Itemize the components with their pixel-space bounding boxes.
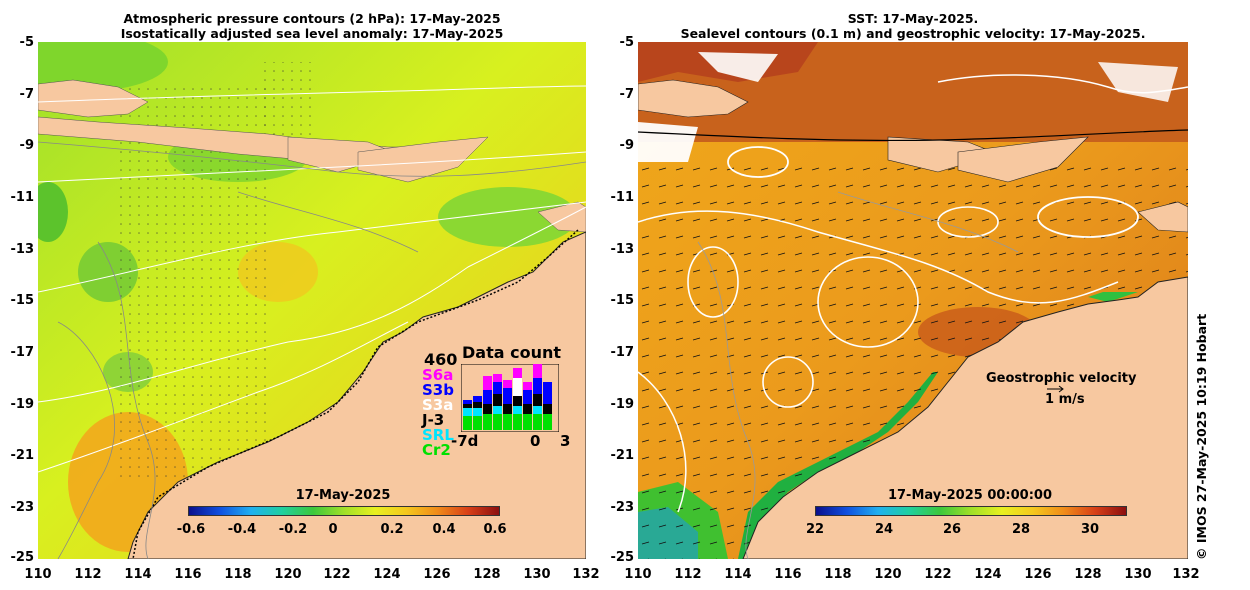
y-tick: -15 bbox=[610, 293, 635, 308]
right-colorbar-tick: 26 bbox=[942, 522, 962, 537]
y-tick: -9 bbox=[19, 138, 34, 153]
data-count-bars bbox=[461, 364, 559, 432]
y-tick: -25 bbox=[10, 550, 35, 565]
left-title-line2: Isostatically adjusted sea level anomaly… bbox=[120, 26, 504, 41]
right-colorbar-gradient bbox=[815, 506, 1127, 516]
x-tick: 110 bbox=[624, 567, 652, 582]
x-tick: 128 bbox=[473, 567, 501, 582]
x-tick: 116 bbox=[174, 567, 202, 582]
left-colorbar-tick: 0.2 bbox=[380, 522, 404, 537]
y-tick: -19 bbox=[10, 397, 35, 412]
x-tick: 114 bbox=[124, 567, 152, 582]
x-tick: 118 bbox=[824, 567, 852, 582]
credit-text: © IMOS 27-May-2025 10:19 Hobart bbox=[1194, 313, 1209, 560]
x-tick: 110 bbox=[24, 567, 52, 582]
left-colorbar-tick: -0.2 bbox=[278, 522, 308, 537]
x-tick: 114 bbox=[724, 567, 752, 582]
sst-map bbox=[638, 42, 1188, 559]
y-tick: -25 bbox=[610, 550, 635, 565]
left-colorbar-title: 17-May-2025 bbox=[295, 488, 391, 503]
data-count-xlabel-zero: 0 bbox=[530, 432, 541, 450]
data-count-xlabel-end: 3 bbox=[560, 432, 571, 450]
y-tick: -9 bbox=[619, 138, 634, 153]
y-tick: -21 bbox=[610, 448, 635, 463]
left-colorbar-tick: -0.4 bbox=[227, 522, 257, 537]
data-count-max: 460 bbox=[424, 350, 458, 369]
right-title-line2: Sealevel contours (0.1 m) and geostrophi… bbox=[680, 26, 1146, 41]
velocity-legend-scale: 1 m/s bbox=[1045, 392, 1085, 407]
left-colorbar-tick: -0.6 bbox=[176, 522, 206, 537]
left-colorbar-tick: 0 bbox=[328, 522, 338, 537]
x-tick: 120 bbox=[274, 567, 302, 582]
y-tick: -7 bbox=[619, 87, 634, 102]
y-tick: -23 bbox=[10, 500, 35, 515]
x-tick: 124 bbox=[974, 567, 1002, 582]
x-tick: 126 bbox=[423, 567, 451, 582]
sat-s3a: S3a bbox=[422, 396, 454, 414]
sat-s3b: S3b bbox=[422, 381, 454, 399]
y-tick: -5 bbox=[19, 35, 34, 50]
left-title-line1: Atmospheric pressure contours (2 hPa): 1… bbox=[123, 11, 501, 26]
y-tick: -21 bbox=[10, 448, 35, 463]
x-tick: 122 bbox=[924, 567, 952, 582]
sat-j3: J-3 bbox=[422, 411, 445, 429]
x-tick: 122 bbox=[323, 567, 351, 582]
y-tick: -17 bbox=[10, 345, 35, 360]
right-map[interactable] bbox=[638, 42, 1188, 559]
y-tick: -23 bbox=[610, 500, 635, 515]
x-tick: 112 bbox=[674, 567, 702, 582]
right-colorbar-tick: 30 bbox=[1080, 522, 1100, 537]
x-tick: 132 bbox=[572, 567, 600, 582]
left-colorbar-tick: 0.6 bbox=[483, 522, 507, 537]
velocity-legend-title: Geostrophic velocity bbox=[986, 371, 1137, 386]
left-colorbar-gradient bbox=[188, 506, 500, 516]
x-tick: 116 bbox=[774, 567, 802, 582]
left-title: Atmospheric pressure contours (2 hPa): 1… bbox=[38, 11, 586, 41]
x-tick: 120 bbox=[874, 567, 902, 582]
y-tick: -13 bbox=[610, 242, 635, 257]
y-tick: -7 bbox=[19, 87, 34, 102]
velocity-arrow-icon bbox=[1047, 385, 1064, 393]
y-tick: -11 bbox=[610, 190, 635, 205]
data-count-title: Data count bbox=[462, 343, 561, 362]
sea-level-anomaly-map bbox=[38, 42, 586, 559]
y-tick: -19 bbox=[610, 397, 635, 412]
x-tick: 130 bbox=[523, 567, 551, 582]
right-colorbar-tick: 22 bbox=[805, 522, 825, 537]
y-tick: -13 bbox=[10, 242, 35, 257]
right-colorbar-title: 17-May-2025 00:00:00 bbox=[887, 488, 1053, 503]
data-count-xlabel-start: -7d bbox=[451, 432, 479, 450]
sat-srl: SRL bbox=[422, 426, 454, 444]
x-tick: 124 bbox=[373, 567, 401, 582]
y-tick: -11 bbox=[10, 190, 35, 205]
satellite-legend: S6a S3b S3a J-3 SRL Cr2 bbox=[422, 368, 454, 458]
x-tick: 128 bbox=[1074, 567, 1102, 582]
sat-cr2: Cr2 bbox=[422, 441, 451, 459]
y-tick: -17 bbox=[610, 345, 635, 360]
y-tick: -15 bbox=[10, 293, 35, 308]
left-colorbar-tick: 0.4 bbox=[432, 522, 456, 537]
sat-s6a: S6a bbox=[422, 366, 454, 384]
x-tick: 112 bbox=[74, 567, 102, 582]
left-map[interactable] bbox=[38, 42, 586, 559]
y-tick: -5 bbox=[619, 35, 634, 50]
x-tick: 130 bbox=[1124, 567, 1152, 582]
x-tick: 126 bbox=[1024, 567, 1052, 582]
x-tick: 118 bbox=[224, 567, 252, 582]
right-colorbar-tick: 24 bbox=[874, 522, 894, 537]
right-colorbar-tick: 28 bbox=[1011, 522, 1031, 537]
x-tick: 132 bbox=[1172, 567, 1200, 582]
right-title: SST: 17-May-2025. Sealevel contours (0.1… bbox=[638, 11, 1188, 41]
right-title-line1: SST: 17-May-2025. bbox=[847, 11, 979, 26]
